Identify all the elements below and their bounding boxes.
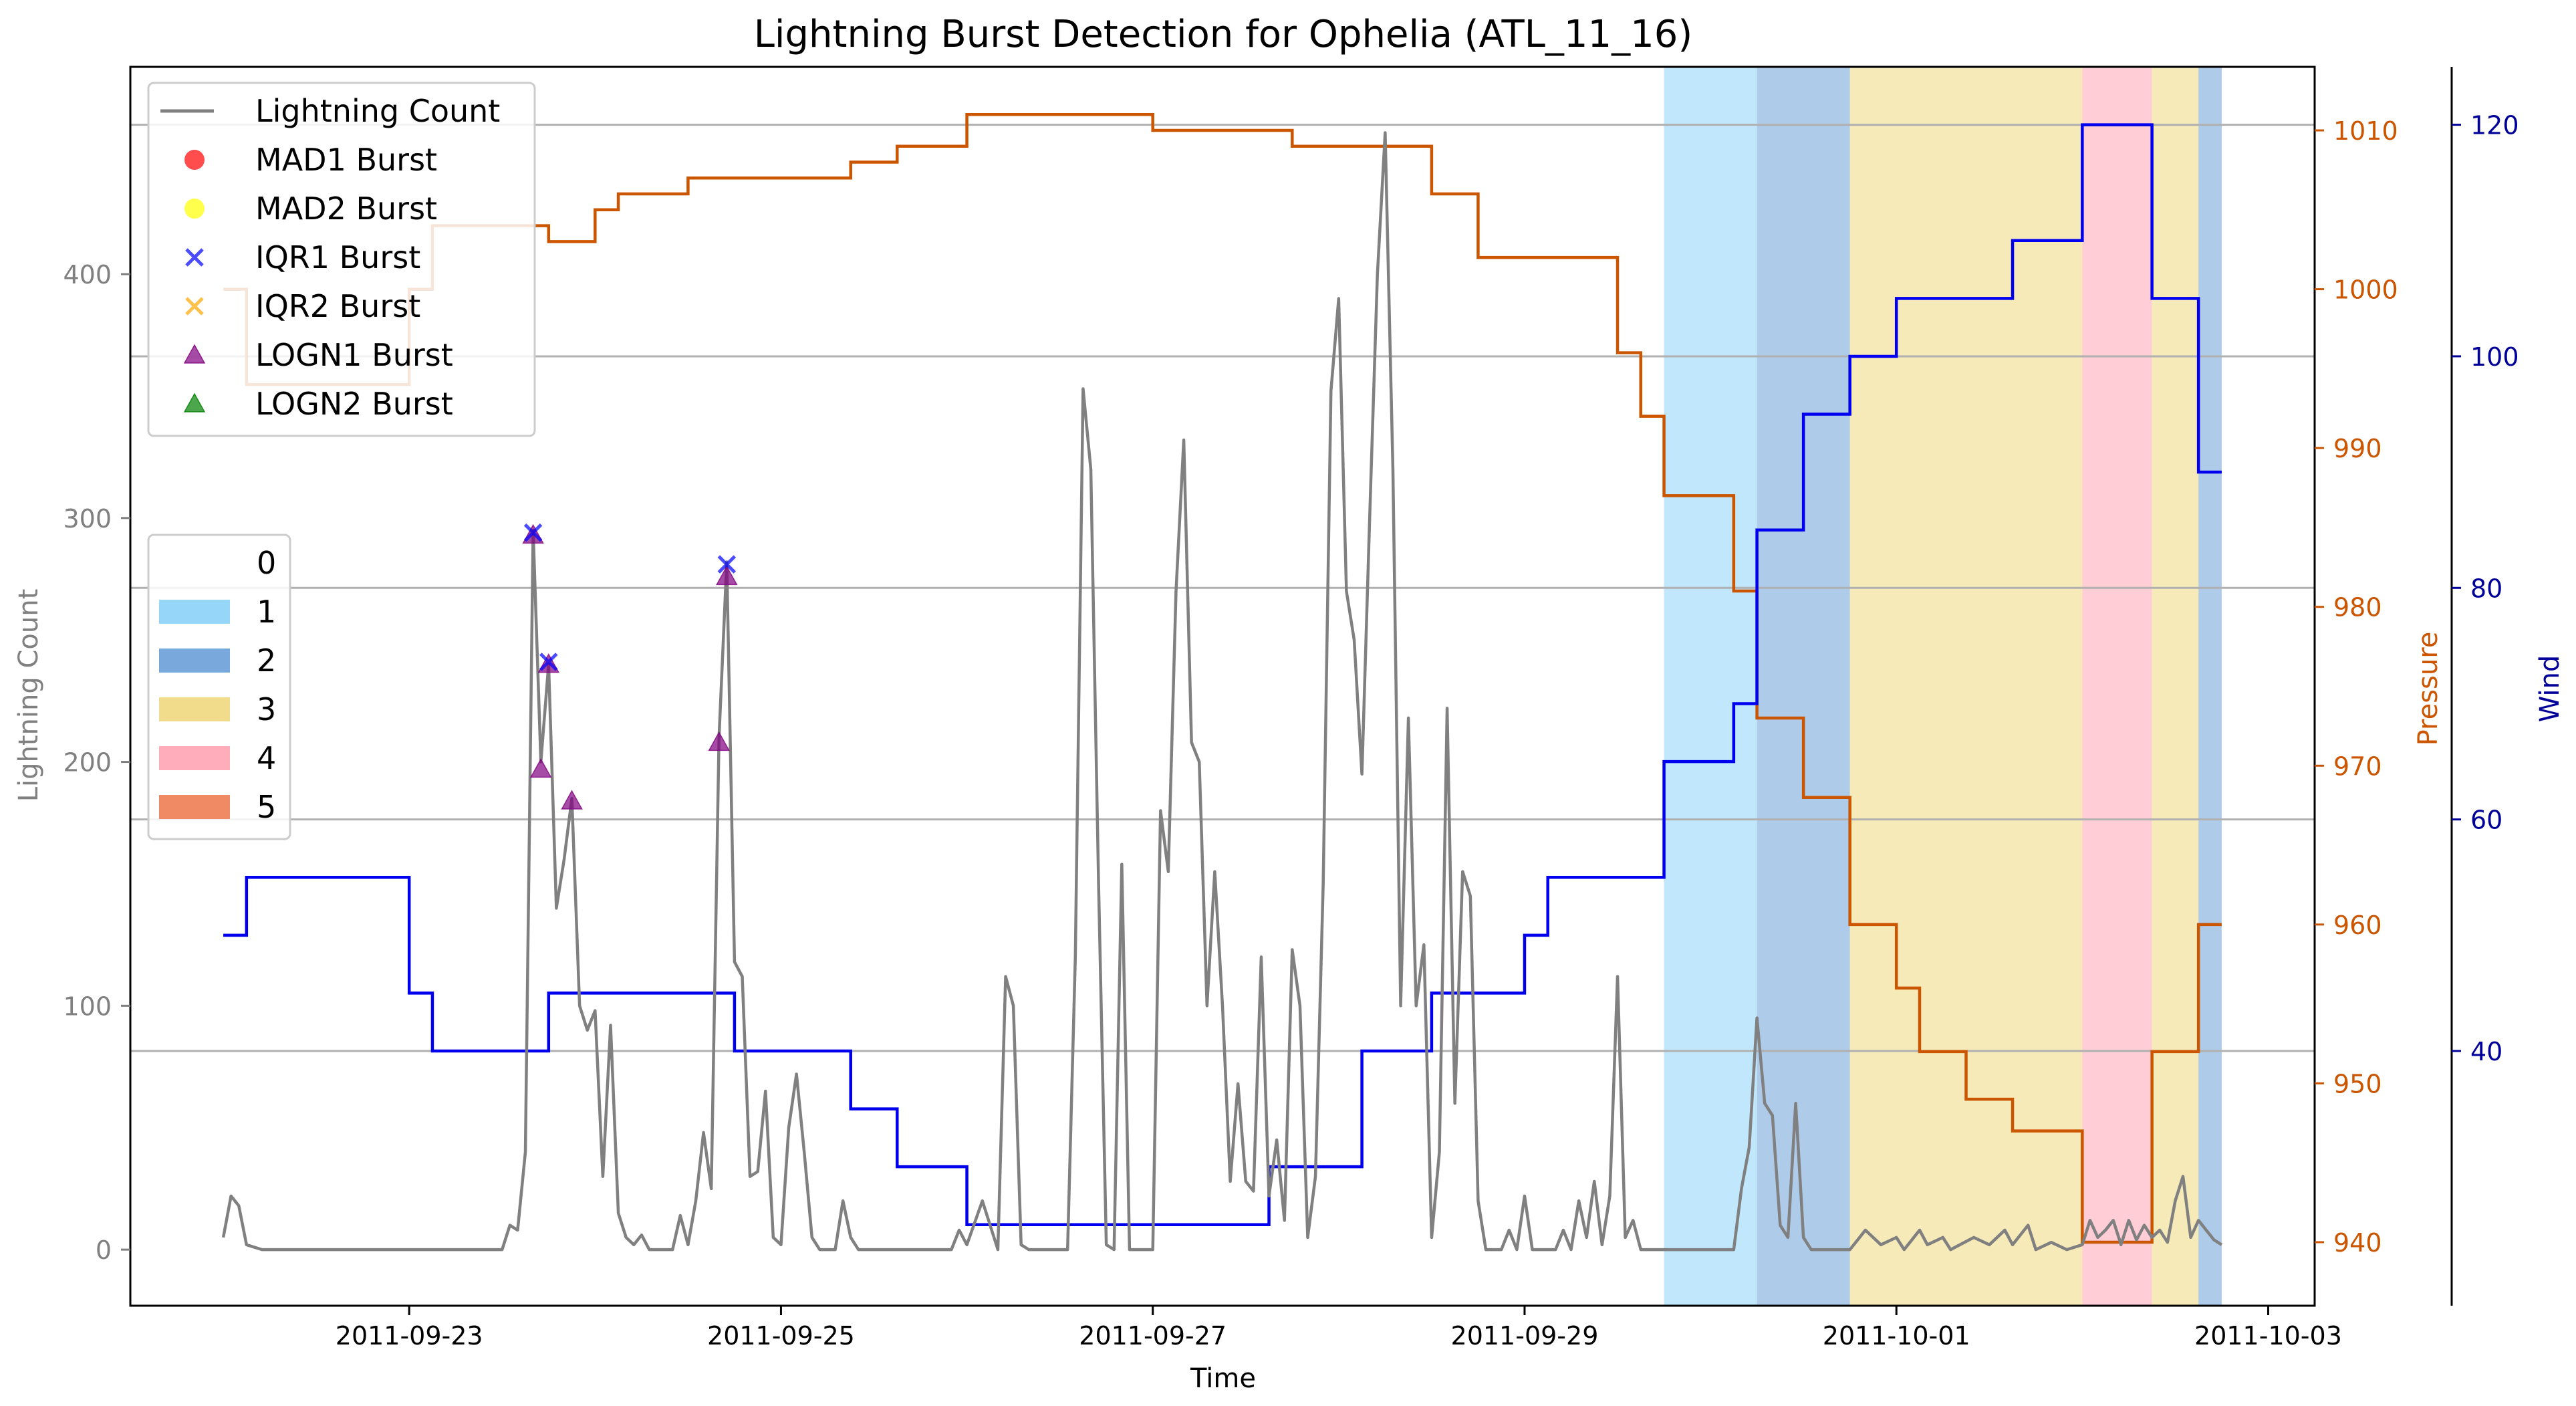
x-tick-label-4: 2011-10-01	[1823, 1321, 1970, 1351]
y-wind-tick-label-1: 60	[2470, 806, 2502, 835]
legend-swatch-iqr2	[185, 297, 204, 316]
legend-label-logn2: LOGN2 Burst	[255, 386, 453, 422]
y-left-tick-label-3: 300	[63, 504, 112, 534]
lightning-line	[221, 131, 2223, 1252]
y-pressure-tick-label-5: 990	[2333, 434, 2382, 463]
y-left-tick-label-4: 400	[63, 260, 112, 289]
y-pressure-tick-label-4: 980	[2333, 593, 2382, 622]
y-axis-label-wind: Wind	[2535, 655, 2565, 723]
y-pressure-tick-label-2: 960	[2333, 911, 2382, 940]
x-tick-label-2: 2011-09-27	[1079, 1321, 1227, 1351]
wind-line	[223, 123, 2222, 1227]
category-span-3-2	[1849, 67, 2083, 1306]
legend-category-swatch-4	[159, 746, 230, 770]
legend-swatch-mad1	[184, 150, 205, 170]
legend-swatch-mad2	[184, 199, 205, 219]
y-wind-tick-label-2: 80	[2470, 574, 2502, 603]
logn1-burst-marker-1	[529, 757, 552, 778]
legend-label-iqr1: IQR1 Burst	[255, 239, 420, 275]
legend-category-swatch-2	[159, 649, 230, 673]
x-tick-label-1: 2011-09-25	[707, 1321, 855, 1351]
legend-category-swatch-5	[159, 795, 230, 819]
category-span-1-0	[1664, 67, 1757, 1306]
legend-entry-iqr2: IQR2 Burst	[185, 288, 420, 324]
legend-category-label-5: 5	[257, 789, 276, 825]
legend-entry-logn1: LOGN1 Burst	[183, 337, 453, 373]
y-left-tick-label-1: 100	[63, 991, 112, 1021]
legend-category-label-1: 1	[257, 594, 276, 630]
legend-entry-mad1: MAD1 Burst	[184, 142, 437, 178]
legend-entry-mad2: MAD2 Burst	[184, 191, 437, 227]
iqr1-burst-marker-1	[539, 653, 558, 671]
x-tick-label-5: 2011-10-03	[2194, 1321, 2342, 1351]
y-left-tick-label-2: 200	[63, 748, 112, 778]
legend-label-mad1: MAD1 Burst	[255, 142, 437, 178]
legend-category-1: 1	[159, 594, 276, 630]
legend-category-label-0: 0	[257, 545, 276, 581]
y-pressure-tick-label-1: 950	[2333, 1069, 2382, 1098]
y-pressure-tick-label-7: 1010	[2333, 116, 2398, 146]
legend-entry-iqr1: IQR1 Burst	[185, 239, 420, 275]
legend-category-label-3: 3	[257, 691, 276, 727]
category-span-3-4	[2152, 67, 2199, 1306]
legend-swatch-logn1	[183, 344, 206, 364]
legend-categories: 0 1 2 3 4 5	[147, 534, 291, 840]
x-tick-label-3: 2011-09-29	[1451, 1321, 1599, 1351]
legend-label-mad2: MAD2 Burst	[255, 191, 437, 227]
iqr1-burst-marker-0	[523, 523, 543, 542]
legend-series: Lightning Count MAD1 Burst MAD2 Burst IQR1 …	[147, 82, 536, 437]
legend-swatch-iqr1	[185, 248, 204, 267]
legend-label-iqr2: IQR2 Burst	[255, 288, 420, 324]
axes: 2011-09-23 2011-09-25 2011-09-27 2011-09-29…	[63, 66, 2519, 1351]
y-wind-tick-label-4: 120	[2470, 111, 2519, 140]
plot-frame	[129, 66, 2316, 1307]
y-pressure-tick-label-3: 970	[2333, 751, 2382, 781]
category-span-2-1	[1757, 67, 1850, 1306]
legend-category-4: 4	[159, 740, 276, 776]
lightning-series	[221, 131, 2223, 1252]
pressure-line	[223, 113, 2222, 1244]
y-wind-tick-label-0: 40	[2470, 1037, 2502, 1066]
x-axis-label: Time	[1190, 1363, 1256, 1394]
category-span-4-3	[2082, 67, 2152, 1306]
wind-series	[223, 123, 2222, 1227]
legend-entry-lightning: Lightning Count	[160, 93, 500, 129]
legend-category-5: 5	[159, 789, 276, 825]
y-pressure-tick-label-0: 940	[2333, 1228, 2382, 1258]
logn1-burst-marker-3	[561, 790, 583, 810]
legend-category-label-4: 4	[257, 740, 276, 776]
legend-label-lightning: Lightning Count	[255, 93, 500, 129]
category-spans	[1664, 67, 2222, 1306]
legend-series-box	[147, 82, 536, 437]
y-left-tick-label-0: 0	[96, 1236, 112, 1265]
legend-category-2: 2	[159, 642, 276, 679]
y-wind-tick-label-3: 100	[2470, 342, 2519, 372]
x-tick-label-0: 2011-09-23	[336, 1321, 483, 1351]
legend-category-label-2: 2	[257, 642, 276, 679]
logn1-burst-marker-5	[716, 565, 738, 586]
logn1-burst-marker-4	[708, 731, 731, 751]
legend-category-swatch-1	[159, 600, 230, 624]
legend-entry-logn2: LOGN2 Burst	[183, 386, 453, 422]
legend-swatch-logn2	[183, 392, 206, 413]
category-span-2-5	[2198, 67, 2222, 1306]
chart-title: Lightning Burst Detection for Ophelia (A…	[754, 13, 1693, 56]
pressure-series	[223, 113, 2222, 1244]
legend-label-logn1: LOGN1 Burst	[255, 337, 453, 373]
legend-category-swatch-3	[159, 697, 230, 721]
y-axis-label-lightning: Lightning Count	[13, 589, 44, 802]
legend-category-0: 0	[257, 545, 276, 581]
burst-markers	[522, 523, 738, 810]
y-axis-label-pressure: Pressure	[2413, 632, 2444, 746]
y-pressure-tick-label-6: 1000	[2333, 275, 2398, 305]
legend-category-3: 3	[159, 691, 276, 727]
iqr1-burst-marker-2	[717, 555, 737, 574]
